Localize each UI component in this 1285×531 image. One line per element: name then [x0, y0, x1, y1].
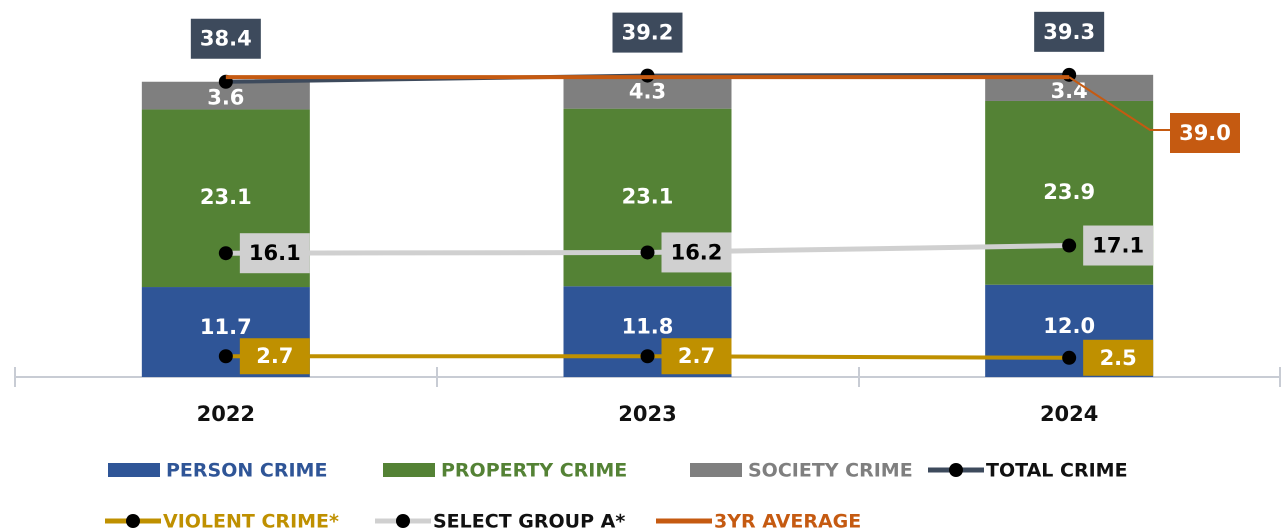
line-marker: [1062, 350, 1077, 365]
data-label: 11.7: [200, 315, 252, 339]
legend-label: SELECT GROUP A*: [433, 511, 625, 531]
leader-line: [1068, 76, 1170, 131]
legend-swatch: [690, 463, 742, 477]
x-tick-label: 2024: [1040, 402, 1098, 426]
data-label: 2.7: [256, 344, 293, 368]
label-box: [190, 18, 261, 59]
data-label: 2.7: [678, 344, 715, 368]
data-label: 16.1: [249, 241, 301, 265]
legend-label: VIOLENT CRIME*: [163, 511, 339, 531]
data-label: 23.1: [200, 185, 252, 209]
label-box: [661, 232, 732, 273]
legend-label: PROPERTY CRIME: [441, 460, 627, 482]
label-box: [612, 12, 683, 53]
label-box: [1170, 113, 1240, 153]
data-label: 11.8: [622, 315, 674, 339]
label-box: [1083, 339, 1154, 376]
data-label: 23.9: [1043, 180, 1095, 204]
label-box: [239, 233, 310, 274]
legend-swatch: [108, 463, 160, 477]
line-marker: [218, 349, 233, 364]
line-marker: [218, 246, 233, 261]
data-label: 23.1: [622, 184, 674, 208]
data-label: 16.2: [671, 240, 723, 264]
line-marker: [640, 349, 655, 364]
legend-marker: [126, 514, 140, 528]
data-label: 17.1: [1092, 234, 1144, 258]
data-label: 2.5: [1100, 346, 1137, 370]
line-marker: [640, 245, 655, 260]
legend-label: 3YR AVERAGE: [714, 511, 861, 531]
data-label: 3.6: [207, 86, 244, 110]
legend-label: TOTAL CRIME: [986, 460, 1128, 482]
label-box: [239, 338, 310, 375]
label-box: [1034, 11, 1105, 52]
data-label: 39.0: [1179, 121, 1231, 145]
legend-marker: [949, 463, 963, 477]
data-label: 39.2: [622, 21, 674, 45]
legend-marker: [396, 514, 410, 528]
data-label: 12.0: [1043, 314, 1095, 338]
legend-label: PERSON CRIME: [166, 460, 327, 482]
legend-label: SOCIETY CRIME: [748, 460, 913, 482]
label-box: [661, 338, 732, 375]
data-label: 38.4: [200, 27, 252, 51]
data-label: 4.3: [629, 80, 666, 104]
legend-swatch: [383, 463, 435, 477]
label-box: [1083, 225, 1154, 266]
line-marker: [1062, 238, 1077, 253]
data-label: 39.3: [1043, 20, 1095, 44]
data-label: 3.4: [1051, 79, 1088, 103]
x-tick-label: 2023: [618, 402, 676, 426]
x-tick-label: 2022: [197, 402, 255, 426]
